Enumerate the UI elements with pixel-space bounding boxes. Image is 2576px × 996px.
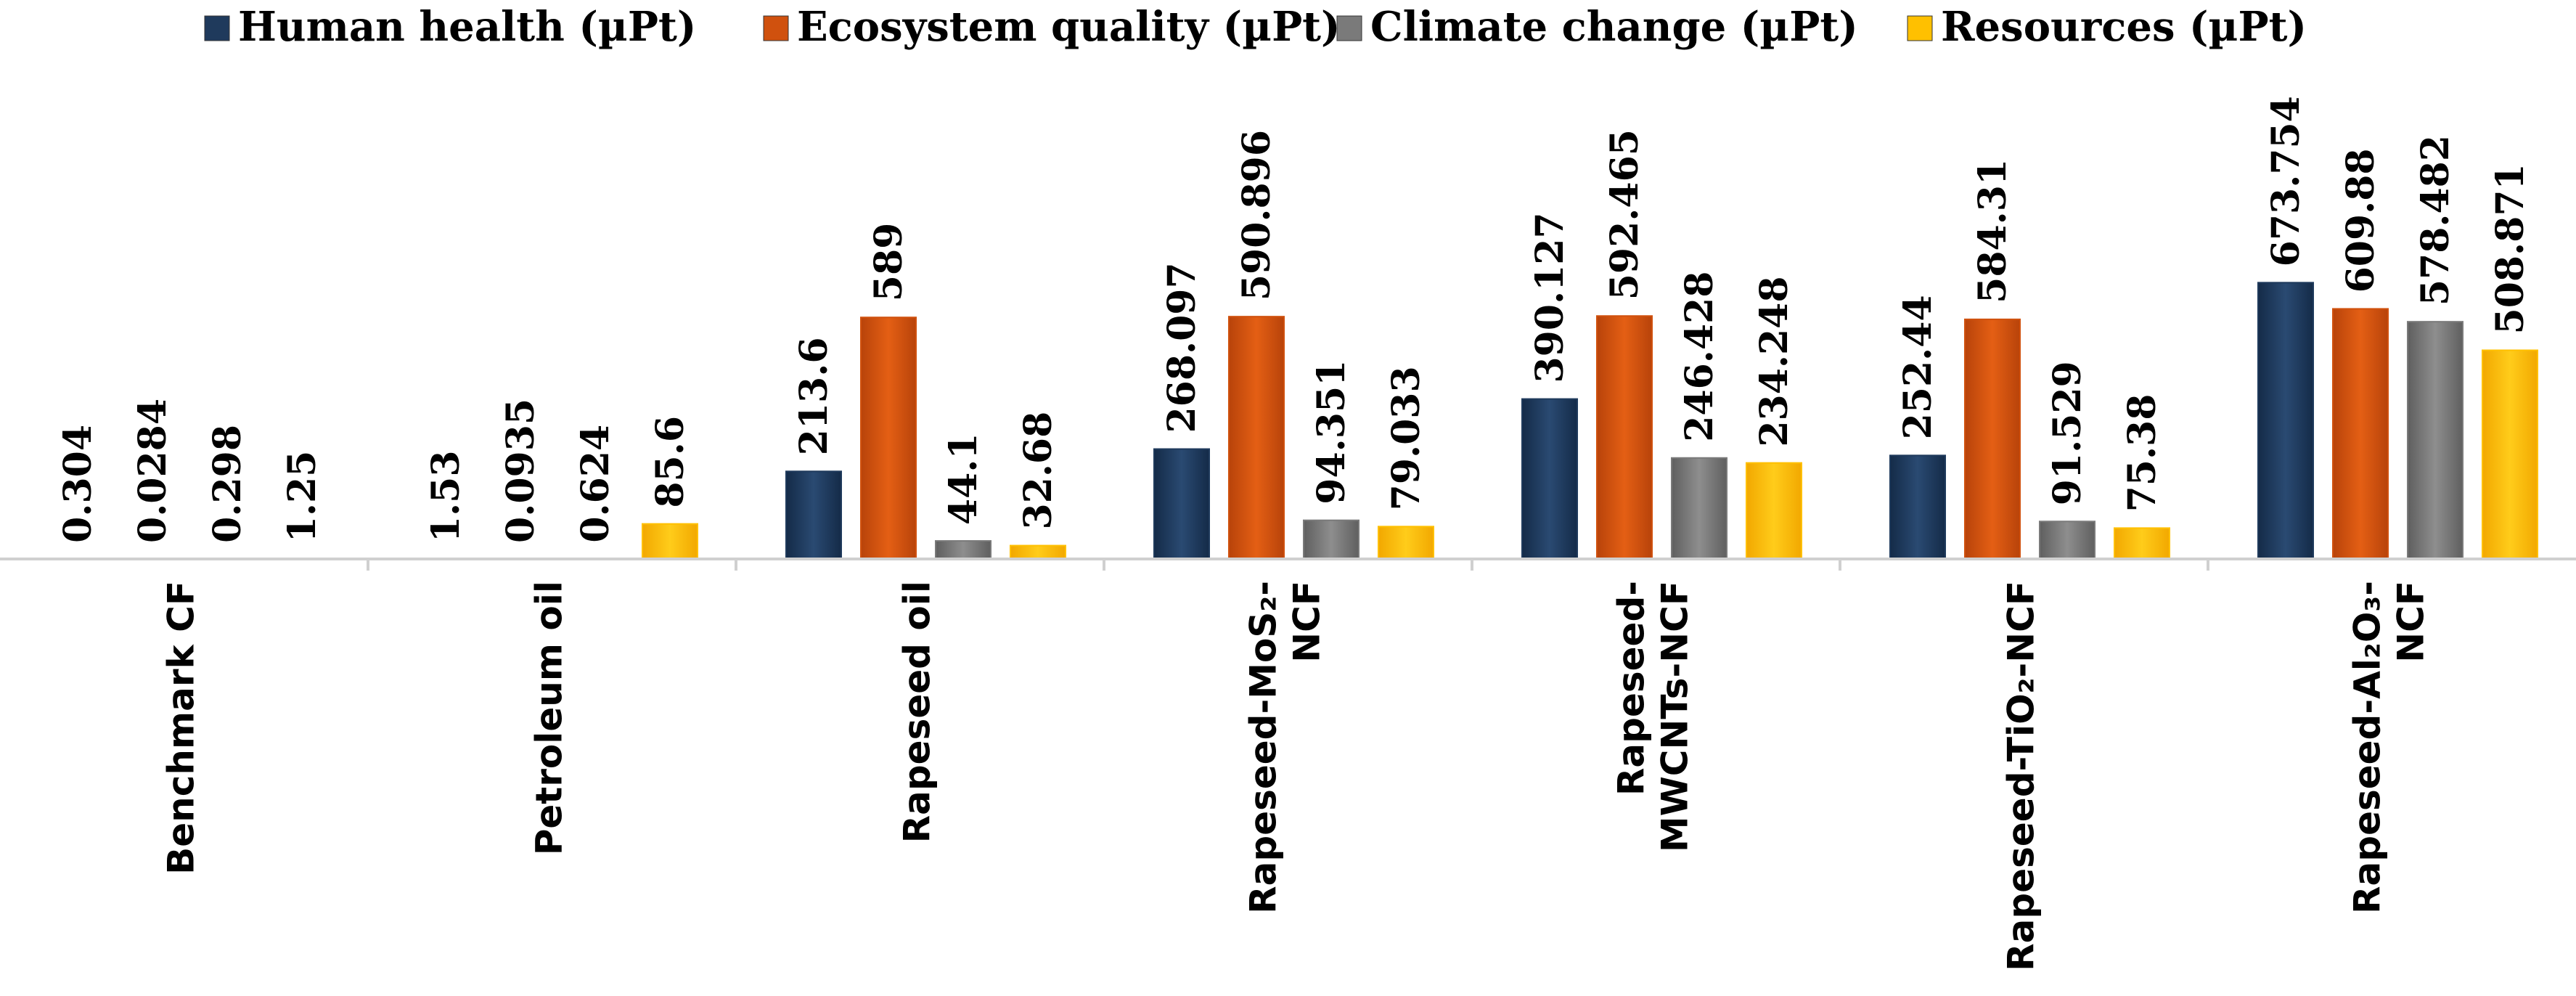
category-label-1-line-0: Petroleum oil xyxy=(528,581,571,855)
value-label-3-3: 79.033 xyxy=(1384,366,1428,510)
value-label-5-2: 91.529 xyxy=(2045,361,2090,505)
value-label-4-0: 390.127 xyxy=(1528,212,1572,383)
legend-label-1: Ecosystem quality (µPt) xyxy=(797,3,1341,51)
bar-2-1 xyxy=(860,317,917,560)
value-label-2-3: 32.68 xyxy=(1016,412,1060,530)
legend-swatch-2 xyxy=(1336,15,1362,41)
legend: Human health (µPt) Ecosystem quality (µPt… xyxy=(204,3,2307,51)
bar-2-2 xyxy=(935,540,991,560)
value-label-3-1: 590.896 xyxy=(1235,130,1279,301)
value-label-4-3: 234.248 xyxy=(1752,276,1796,446)
legend-swatch-1 xyxy=(763,15,789,41)
value-label-0-3: 1.25 xyxy=(280,451,324,543)
category-label-3-line-0: Rapeseed-MoS₂- xyxy=(1243,581,1285,914)
value-label-6-2: 578.482 xyxy=(2413,135,2458,306)
value-label-5-1: 584.31 xyxy=(1971,159,2015,303)
bar-3-1 xyxy=(1228,316,1285,560)
bar-4-3 xyxy=(1746,462,1802,560)
value-label-1-0: 1.53 xyxy=(424,450,468,542)
category-label-0-line-0: Benchmark CF xyxy=(160,581,203,875)
value-label-3-2: 94.351 xyxy=(1309,360,1354,505)
value-label-6-1: 609.88 xyxy=(2339,148,2383,293)
value-label-3-0: 268.097 xyxy=(1160,262,1204,433)
value-label-2-0: 213.6 xyxy=(792,337,836,455)
value-label-6-3: 508.871 xyxy=(2488,163,2532,334)
value-label-4-2: 246.428 xyxy=(1677,272,1722,442)
value-label-0-2: 0.298 xyxy=(205,425,250,543)
category-label-5-line-0: Rapeseed-TiO₂-NCF xyxy=(2000,581,2043,971)
category-label-3-line-1: NCF xyxy=(1286,581,1328,663)
legend-label-0: Human health (µPt) xyxy=(238,3,696,51)
bar-6-1 xyxy=(2332,308,2389,560)
value-label-1-2: 0.624 xyxy=(573,425,618,543)
value-label-5-0: 252.44 xyxy=(1896,295,1940,439)
category-label-6-line-1: NCF xyxy=(2390,581,2432,663)
legend-swatch-0 xyxy=(204,15,230,41)
bar-5-1 xyxy=(1964,318,2021,560)
bar-3-3 xyxy=(1378,526,1434,560)
bar-6-0 xyxy=(2257,282,2314,560)
bar-3-0 xyxy=(1153,448,1210,560)
bars xyxy=(274,282,2538,560)
bar-6-3 xyxy=(2482,349,2538,560)
value-label-2-1: 589 xyxy=(867,223,911,302)
bar-4-2 xyxy=(1671,457,1727,560)
value-label-1-1: 0.0935 xyxy=(499,399,543,543)
bar-2-3 xyxy=(1010,544,1066,560)
value-label-1-3: 85.6 xyxy=(648,416,692,508)
bar-6-2 xyxy=(2407,321,2463,560)
value-label-0-0: 0.304 xyxy=(56,425,100,543)
value-label-4-1: 592.465 xyxy=(1603,129,1647,300)
bar-1-3 xyxy=(642,523,698,560)
category-label-2-line-0: Rapeseed oil xyxy=(896,581,939,843)
bar-3-2 xyxy=(1303,519,1359,560)
bar-4-0 xyxy=(1521,398,1578,560)
category-label-4-line-0: Rapeseed- xyxy=(1611,581,1653,796)
category-labels: Benchmark CF Petroleum oil Rapeseed oil Rap… xyxy=(160,581,2432,971)
value-label-2-2: 44.1 xyxy=(941,433,986,525)
legend-label-2: Climate change (µPt) xyxy=(1370,3,1858,51)
legend-swatch-3 xyxy=(1907,15,1933,41)
x-axis xyxy=(0,558,2576,571)
bar-5-0 xyxy=(1889,454,1946,560)
category-label-6-line-0: Rapeseed-Al₂O₃- xyxy=(2347,581,2389,914)
legend-label-3: Resources (µPt) xyxy=(1941,3,2307,51)
value-label-6-0: 673.754 xyxy=(2264,96,2308,266)
value-labels: 0.304 0.0284 0.298 1.25 1.53 0.0935 0.624 85.6 2… xyxy=(56,96,2532,543)
bar-5-3 xyxy=(2114,527,2170,560)
bar-2-0 xyxy=(785,470,842,560)
bar-5-2 xyxy=(2039,521,2095,560)
value-label-5-3: 75.38 xyxy=(2120,394,2164,513)
category-label-4-line-1: MWCNTs-NCF xyxy=(1654,581,1696,852)
bar-4-1 xyxy=(1596,315,1653,560)
value-label-0-1: 0.0284 xyxy=(131,399,175,543)
